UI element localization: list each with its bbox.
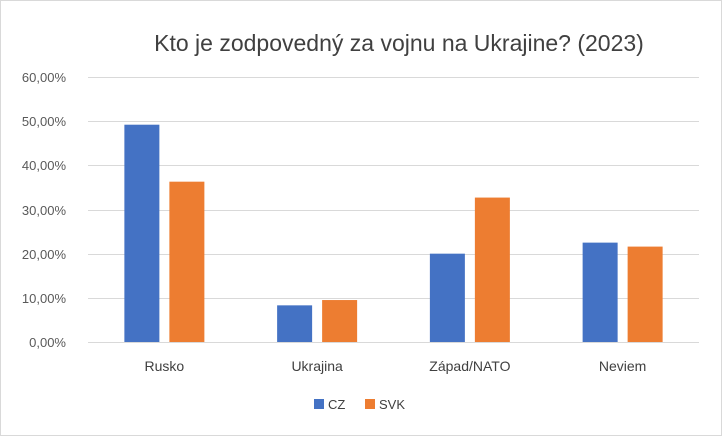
legend: CZ SVK (314, 397, 405, 412)
bar-cz-3 (582, 242, 618, 342)
x-category-label: Ukrajina (291, 358, 343, 374)
y-tick-label: 50,00% (22, 114, 67, 129)
bar-cz-1 (277, 305, 313, 342)
y-tick-label: 10,00% (22, 291, 67, 306)
x-category-label: Rusko (145, 358, 185, 374)
y-tick-label: 0,00% (29, 335, 66, 350)
bar-svk-0 (169, 181, 205, 342)
bar-cz-2 (429, 253, 465, 342)
chart-title: Kto je zodpovedný za vojnu na Ukrajine? … (154, 30, 644, 56)
legend-swatch-svk (365, 399, 375, 409)
y-tick-label: 20,00% (22, 247, 67, 262)
bar-svk-2 (474, 197, 510, 342)
bar-svk-3 (627, 246, 663, 342)
legend-label-svk: SVK (379, 397, 405, 412)
y-tick-label: 40,00% (22, 158, 67, 173)
y-tick-label: 60,00% (22, 70, 67, 85)
legend-label-cz: CZ (328, 397, 345, 412)
bar-svk-1 (322, 300, 358, 342)
legend-swatch-cz (314, 399, 324, 409)
bar-cz-0 (124, 124, 160, 342)
x-category-label: Západ/NATO (429, 358, 510, 374)
x-category-label: Neviem (599, 358, 646, 374)
y-tick-label: 30,00% (22, 203, 67, 218)
